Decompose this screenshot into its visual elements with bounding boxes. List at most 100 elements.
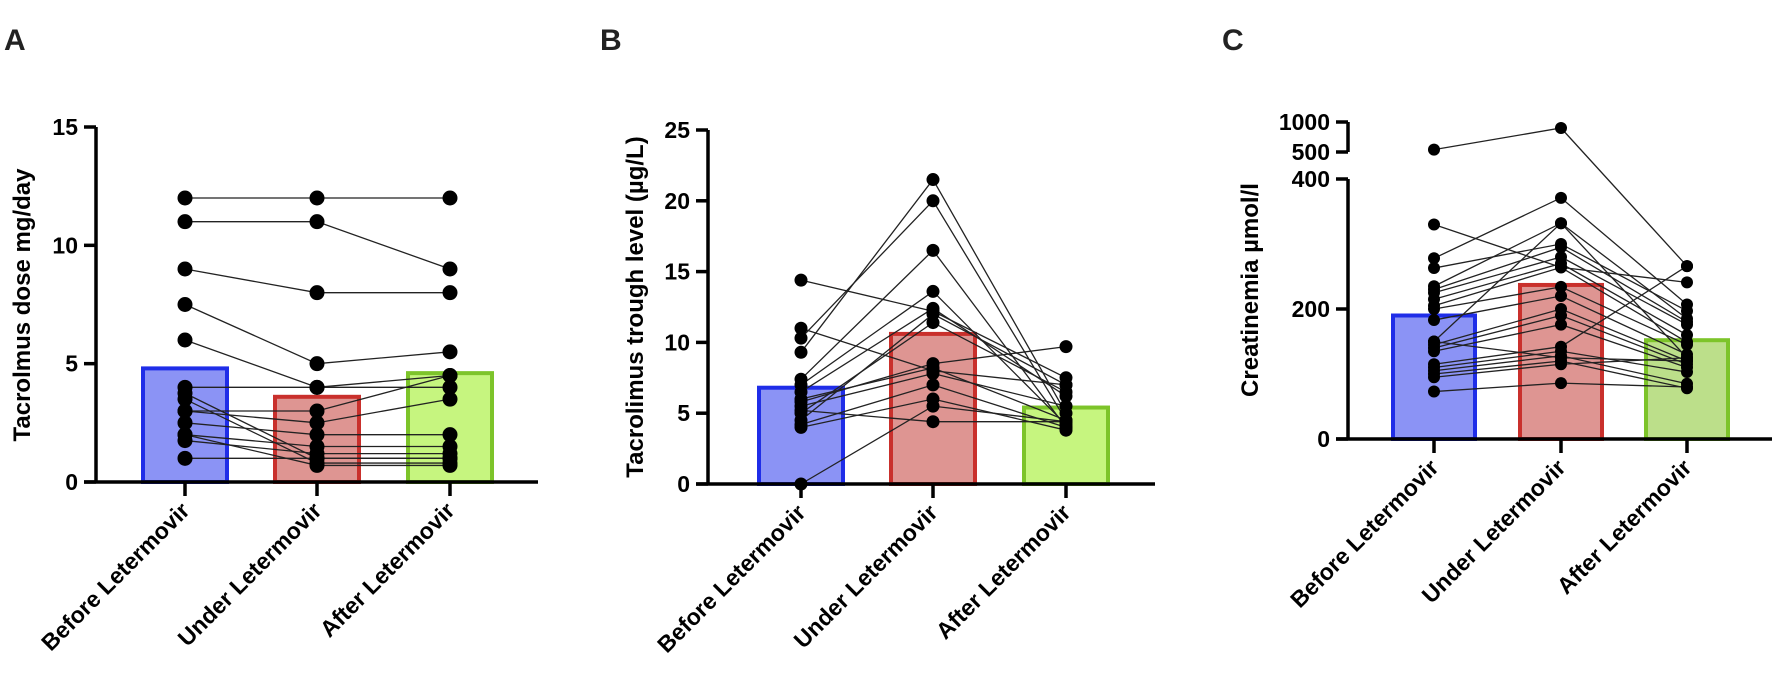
data-point [1428, 335, 1440, 348]
y-tick-label: 400 [1292, 166, 1330, 192]
data-point [442, 427, 458, 443]
y-tick-label: 5 [65, 351, 78, 377]
data-point [442, 457, 458, 473]
data-point [926, 284, 940, 298]
data-point [442, 190, 458, 206]
data-point [926, 357, 940, 371]
x-tick-label: Under Letermovir [789, 499, 943, 653]
data-point [177, 415, 193, 431]
data-point [1428, 345, 1440, 358]
data-point [1681, 260, 1693, 273]
data-point [1059, 340, 1073, 354]
data-point [926, 173, 940, 187]
data-point [177, 391, 193, 407]
data-point [1681, 381, 1693, 393]
data-point [1555, 241, 1567, 254]
data-point [1555, 217, 1567, 230]
data-point [1428, 218, 1440, 231]
data-point [177, 214, 193, 230]
data-point [177, 403, 193, 419]
y-tick-label: 0 [65, 469, 78, 495]
data-point [794, 321, 808, 335]
data-point [177, 427, 193, 443]
x-tick-label: After Letermovir [931, 499, 1076, 644]
data-point [926, 307, 940, 321]
data-point [926, 367, 940, 381]
data-point [177, 190, 193, 206]
data-point [442, 368, 458, 383]
data-point [1428, 385, 1440, 398]
y-tick-label: 5 [677, 400, 690, 426]
y-tick-label: 25 [664, 117, 690, 143]
x-tick-label: Before Letermovir [36, 497, 195, 656]
y-tick-label: 10 [664, 329, 690, 355]
data-point [1681, 338, 1693, 351]
y-tick-label: 15 [664, 259, 690, 285]
y-tick-label: 500 [1292, 139, 1330, 165]
data-point [794, 403, 808, 417]
data-point [794, 420, 808, 434]
data-point [1059, 399, 1073, 413]
x-tick-label: Before Letermovir [652, 499, 811, 658]
y-tick-label: 1000 [1279, 109, 1330, 135]
data-point [1681, 276, 1693, 289]
data-point [926, 194, 940, 208]
data-point [1428, 262, 1440, 275]
y-tick-label: 20 [664, 188, 690, 214]
y-axis-title: Tacrolimus trough level (µg/L) [622, 136, 649, 477]
data-point [1428, 303, 1440, 315]
data-point [1681, 366, 1693, 379]
data-point [442, 285, 458, 301]
data-point [1555, 122, 1567, 134]
panel-label: B [600, 24, 622, 57]
y-tick-label: 0 [1317, 426, 1330, 452]
y-axis-title: Tacrolmus dose mg/day [9, 168, 36, 442]
data-point [177, 332, 193, 348]
data-point [1555, 290, 1567, 302]
data-point [309, 285, 325, 301]
data-point [926, 399, 940, 413]
data-point [309, 356, 325, 372]
data-point [1428, 314, 1440, 327]
data-point [926, 415, 940, 429]
data-point [1428, 143, 1440, 156]
data-point [1681, 355, 1693, 367]
data-point [309, 190, 325, 206]
y-tick-label: 0 [677, 471, 690, 497]
y-tick-label: 200 [1292, 296, 1330, 322]
data-point [309, 457, 325, 473]
data-point [1428, 252, 1440, 265]
data-point [1555, 318, 1567, 331]
panel-a: A Tacrolmus dose mg/day 0 5 10 15 Before Leter… [4, 24, 538, 656]
data-point [177, 261, 193, 277]
y-tick-label: 15 [52, 114, 78, 140]
data-point [1428, 371, 1440, 384]
data-point [309, 403, 325, 419]
x-tick-label: After Letermovir [315, 497, 460, 642]
data-point [1555, 309, 1567, 322]
data-point [309, 427, 325, 443]
data-point [1555, 377, 1567, 390]
y-tick-label: 10 [52, 232, 78, 258]
data-point [1555, 261, 1567, 274]
data-point [794, 345, 808, 359]
data-point [442, 261, 458, 277]
data-point [1681, 318, 1693, 331]
data-point [309, 214, 325, 230]
data-point [794, 273, 808, 287]
data-point [1555, 191, 1567, 204]
data-point [442, 344, 458, 360]
panel-b: B Tacrolimus trough level (µg/L) 0 5 10 15 20 2… [600, 24, 1155, 658]
data-point [309, 379, 325, 395]
x-tick-label: Under Letermovir [173, 497, 327, 651]
data-point [1555, 351, 1567, 364]
panel-label: C [1222, 24, 1244, 57]
data-point [309, 415, 325, 431]
data-point [794, 331, 808, 345]
data-point [1555, 280, 1567, 293]
data-point [1059, 378, 1073, 392]
data-point [442, 379, 458, 395]
data-point [177, 297, 193, 312]
